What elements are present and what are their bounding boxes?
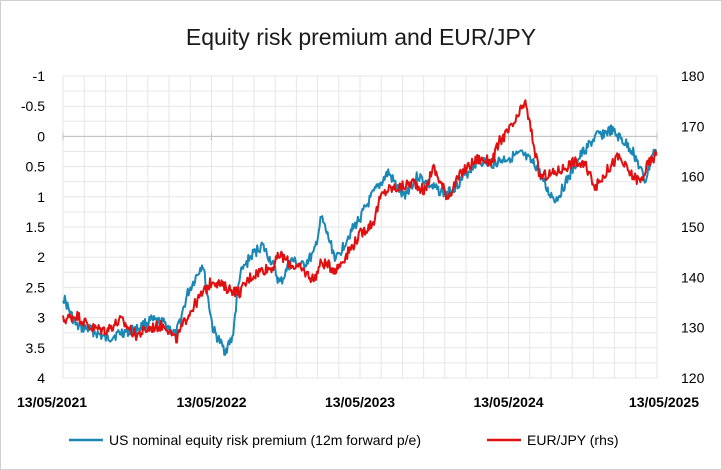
left-tick-label: -0.5 bbox=[21, 98, 45, 114]
axis-layer: -1 -0.5 0 0.5 1 1.5 2 2.5 3 3.5 4 180 170 160 150 140 13… bbox=[17, 68, 705, 410]
series-line-erp bbox=[62, 124, 658, 356]
left-tick-label: 3.5 bbox=[26, 340, 46, 356]
x-tick-label: 13/05/2022 bbox=[176, 394, 246, 410]
left-tick-label: 2.5 bbox=[26, 279, 46, 295]
left-tick-label: 2 bbox=[37, 249, 45, 265]
right-tick-label: 180 bbox=[681, 68, 705, 84]
left-tick-label: 1 bbox=[37, 189, 45, 205]
x-tick-label: 13/05/2025 bbox=[629, 394, 699, 410]
x-tick-label: 13/05/2023 bbox=[325, 394, 395, 410]
right-tick-label: 150 bbox=[681, 219, 705, 235]
left-tick-label: 0.5 bbox=[26, 159, 46, 175]
legend-label-eurjpy: EUR/JPY (rhs) bbox=[527, 432, 619, 448]
legend: US nominal equity risk premium (12m forw… bbox=[69, 432, 619, 448]
series-line-eurjpy bbox=[62, 99, 658, 344]
right-tick-label: 140 bbox=[681, 269, 705, 285]
series-layer bbox=[62, 99, 658, 356]
x-tick-label: 13/05/2021 bbox=[17, 394, 87, 410]
x-tick-label: 13/05/2024 bbox=[473, 394, 543, 410]
left-tick-label: -1 bbox=[33, 68, 46, 84]
right-tick-label: 130 bbox=[681, 320, 705, 336]
left-tick-label: 4 bbox=[37, 370, 45, 386]
left-tick-label: 3 bbox=[37, 310, 45, 326]
left-tick-label: 0 bbox=[37, 128, 45, 144]
legend-label-erp: US nominal equity risk premium (12m forw… bbox=[109, 432, 421, 448]
right-tick-label: 160 bbox=[681, 169, 705, 185]
chart-title: Equity risk premium and EUR/JPY bbox=[186, 24, 536, 50]
left-tick-label: 1.5 bbox=[26, 219, 46, 235]
right-tick-label: 120 bbox=[681, 370, 705, 386]
right-tick-label: 170 bbox=[681, 118, 705, 134]
